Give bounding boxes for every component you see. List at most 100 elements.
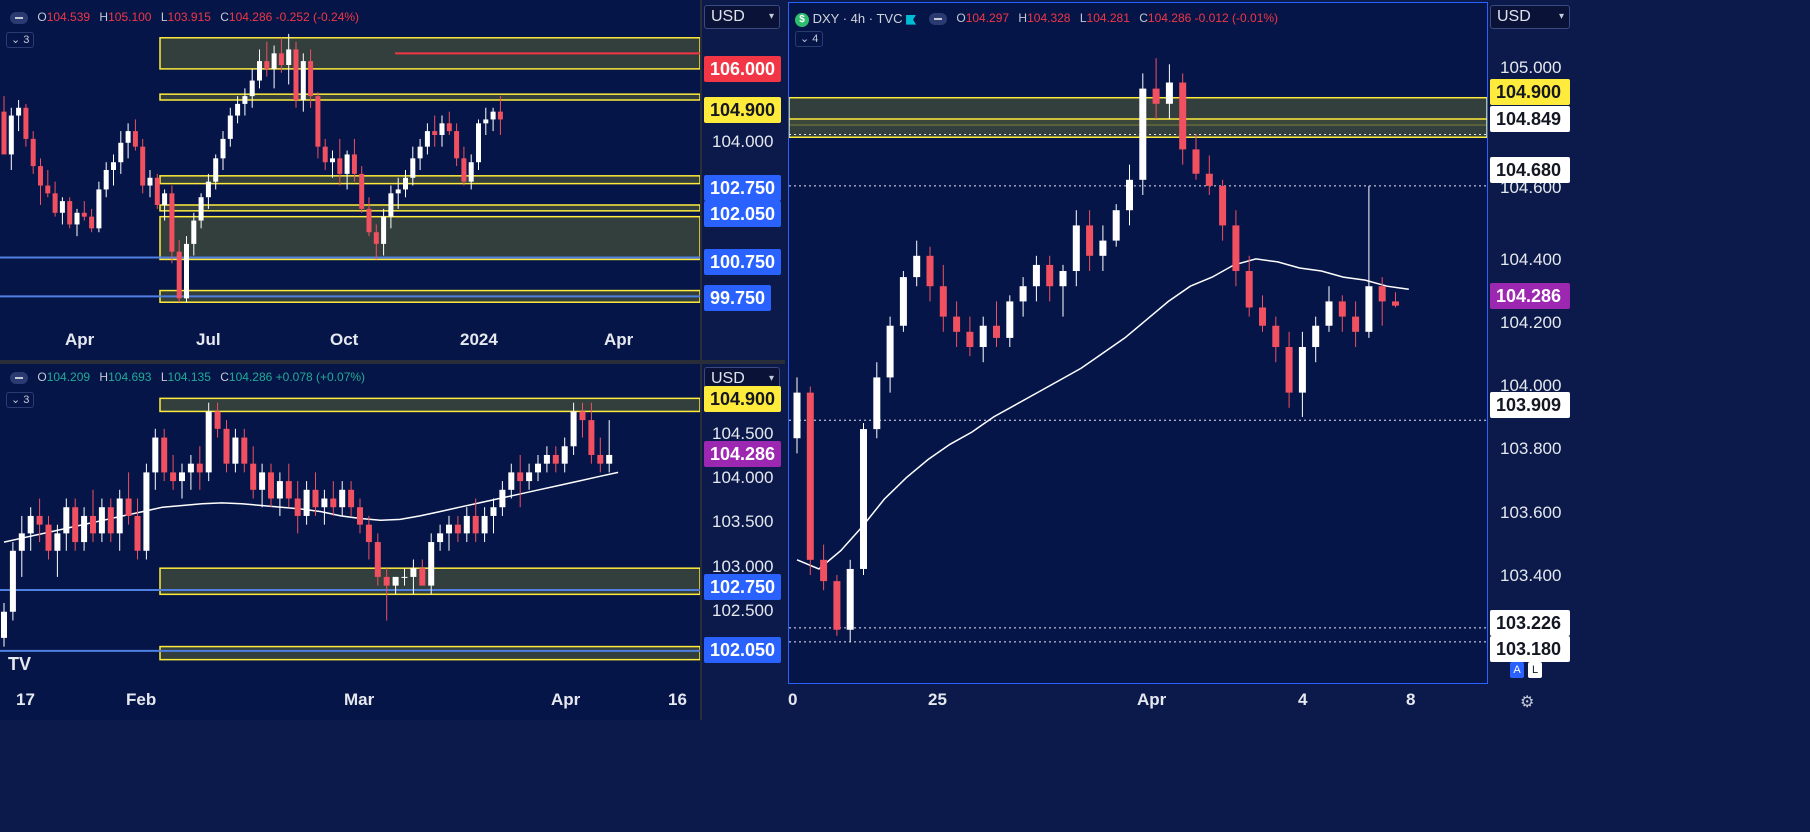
candle-body (315, 96, 321, 147)
candle-body (597, 454, 604, 464)
pane-separator (0, 360, 785, 364)
candle-body (1352, 316, 1360, 332)
indicator-toggle[interactable]: ⌄ 3 (6, 32, 35, 48)
candle-body (410, 158, 416, 178)
time-tick-label: 25 (928, 690, 947, 709)
candle-body (424, 131, 430, 147)
candle-body (321, 498, 328, 508)
currency-select[interactable]: USD ▾ (1490, 5, 1570, 29)
candle-body (154, 177, 160, 205)
candle-body (993, 325, 1000, 338)
log-scale-button[interactable]: L (1528, 662, 1542, 678)
price-tick-label: 103.800 (1500, 439, 1562, 458)
moving-average-line (796, 258, 1409, 570)
chart-pane-top-left[interactable]: O104.539 H105.100 L103.915 C104.286 -0.2… (0, 0, 700, 360)
candle-body (899, 277, 907, 326)
candle-body (419, 568, 426, 586)
candle-body (373, 232, 379, 244)
candle-body (143, 472, 150, 551)
chart-pane-right[interactable]: $ DXY · 4h · TVC O104.297 H104.328 L104.… (788, 2, 1488, 684)
candle-body (806, 392, 814, 560)
candle-body (1006, 301, 1014, 338)
candle-body (107, 507, 114, 534)
price-tick-label: 104.000 (712, 468, 774, 487)
candle-body (381, 216, 387, 244)
symbol-title[interactable]: DXY · 4h · TVC (812, 11, 903, 26)
ohlc-legend: O104.297 H104.328 L104.281 C104.286 -0.0… (929, 11, 1278, 25)
price-tick-label: 103.600 (1500, 503, 1562, 522)
candle-body (132, 131, 138, 147)
indicator-toggle[interactable]: ⌄ 4 (795, 31, 824, 47)
candle-body (1192, 149, 1200, 174)
price-tag: 106.000 (704, 56, 782, 82)
candle-body (96, 189, 102, 229)
candle-body (417, 146, 423, 159)
time-tick-label: Mar (344, 690, 375, 709)
price-tick-label: 103.000 (712, 557, 774, 576)
candle-body (820, 559, 828, 582)
flag-icon (906, 14, 917, 25)
currency-select[interactable]: USD ▾ (704, 5, 780, 29)
candle-body (169, 193, 175, 252)
candle-body (446, 123, 452, 132)
candle-body (38, 166, 43, 186)
symbol-badge: $ (795, 12, 809, 27)
candle-body (401, 576, 408, 578)
candle-body (1019, 286, 1027, 302)
candle-body (437, 533, 444, 543)
indicator-toggle[interactable]: ⌄ 3 (6, 392, 35, 408)
candle-body (220, 138, 226, 159)
eye-icon[interactable] (10, 371, 28, 384)
chart-canvas[interactable] (0, 364, 700, 720)
chart-canvas[interactable] (0, 0, 700, 360)
candle-body (278, 53, 284, 65)
price-tag: 104.286 (704, 441, 782, 467)
candle-body (428, 542, 435, 586)
candle-body (1312, 325, 1320, 348)
candle-body (54, 533, 61, 551)
candle-body (490, 507, 497, 516)
price-tick-label: 104.000 (1500, 376, 1562, 395)
price-tag: 102.750 (704, 574, 782, 600)
price-tag: 104.849 (1490, 106, 1570, 132)
time-tick-label: 2024 (460, 330, 498, 349)
candle-body (227, 115, 233, 139)
symbol-legend[interactable]: $ DXY · 4h · TVC (795, 11, 917, 27)
zone-box (159, 175, 700, 185)
price-tag: 102.050 (704, 201, 782, 227)
candle-body (300, 61, 306, 100)
price-tag: 104.900 (1490, 79, 1570, 105)
candle-body (1179, 82, 1187, 150)
moving-average-line (3, 471, 619, 543)
chart-canvas[interactable] (789, 3, 1487, 683)
eye-icon[interactable] (929, 12, 947, 25)
candle-body (348, 489, 355, 508)
gear-icon[interactable]: ⚙ (1520, 694, 1535, 711)
time-tick-label: Apr (604, 330, 634, 349)
candle-body (570, 411, 577, 447)
zone-box (159, 93, 700, 101)
candle-body (330, 498, 337, 508)
price-tick-label: 104.400 (1500, 250, 1562, 269)
candle-body (339, 489, 346, 508)
candle-body (351, 154, 357, 174)
time-tick-label: Jul (196, 330, 221, 349)
auto-scale-button[interactable]: A (1510, 662, 1524, 678)
candle-body (198, 197, 204, 221)
eye-icon[interactable] (10, 11, 28, 24)
candle-body (36, 515, 43, 525)
candle-body (74, 212, 80, 225)
chart-pane-bottom-left[interactable]: O104.209 H104.693 L104.135 C104.286 +0.0… (0, 364, 700, 720)
candle-body (499, 489, 506, 508)
candle-body (30, 138, 36, 167)
candle-body (205, 181, 211, 198)
candle-body (81, 515, 88, 543)
candle-body (359, 173, 365, 209)
candle-body (170, 472, 177, 482)
time-tick-label: 4 (1298, 690, 1308, 709)
candle-body (793, 392, 801, 439)
candle-body (1365, 286, 1373, 332)
zone-box (159, 645, 700, 661)
candle-body (1126, 179, 1133, 211)
candle-body (1, 111, 7, 155)
